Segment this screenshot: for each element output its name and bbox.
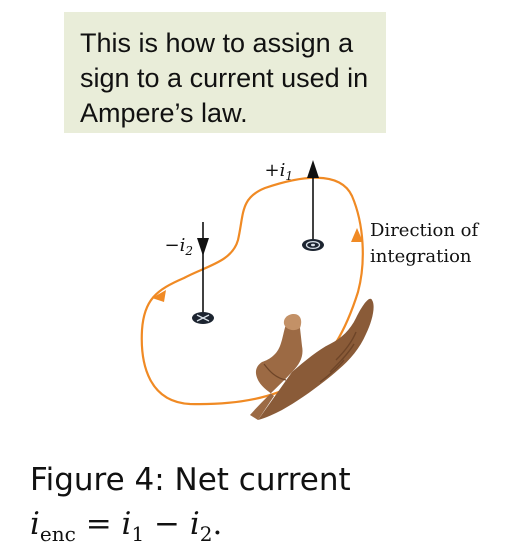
info-callout: This is how to assign a sign to a curren…: [64, 12, 386, 133]
loop-arrow-left: [152, 290, 166, 302]
current2-arrowhead: [197, 238, 209, 256]
current1-label: +i1: [265, 160, 293, 183]
loop-arrow-right: [351, 228, 363, 242]
caption-title: Figure 4: Net current: [30, 462, 351, 498]
callout-line-2: sign to a current used in: [80, 63, 369, 93]
direction-label-line2: integration: [370, 246, 472, 267]
current1-arrowhead: [307, 160, 319, 178]
caption-equation: ienc = i1 − i2.: [30, 506, 223, 547]
ampere-loop-diagram: +i1 −i2 Direction of integration: [140, 160, 480, 420]
current2-label: −i2: [165, 235, 193, 258]
right-hand-icon: [250, 298, 374, 420]
callout-line-3: Ampere’s law.: [80, 98, 248, 128]
direction-label-line1: Direction of: [370, 220, 480, 241]
figure-caption: Figure 4: Net current ienc = i1 − i2.: [30, 458, 351, 556]
callout-line-1: This is how to assign a: [80, 28, 354, 58]
amperian-loop: [140, 176, 364, 406]
